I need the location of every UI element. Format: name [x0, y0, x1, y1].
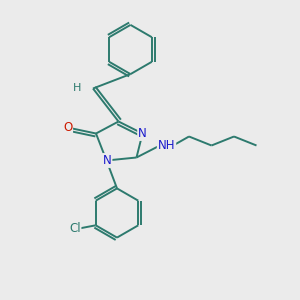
Text: N: N: [138, 127, 147, 140]
Text: H: H: [73, 83, 82, 93]
Text: N: N: [103, 154, 112, 167]
Text: O: O: [63, 121, 72, 134]
Text: Cl: Cl: [69, 222, 80, 235]
Text: NH: NH: [158, 139, 175, 152]
